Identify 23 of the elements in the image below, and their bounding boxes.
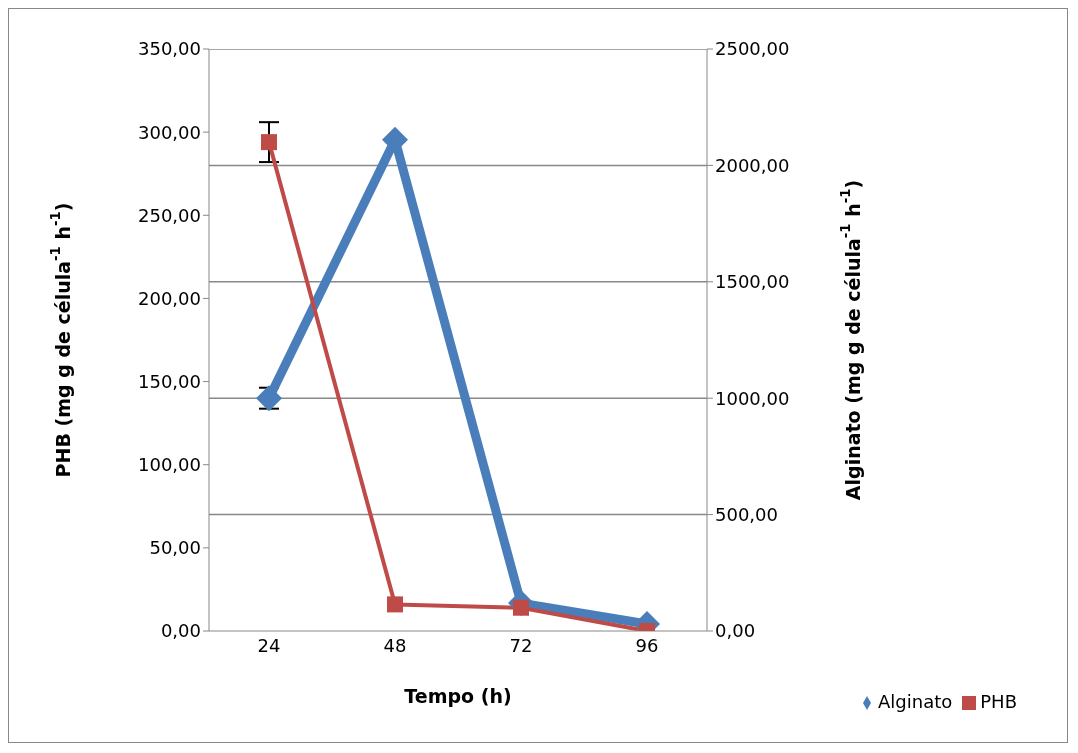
y-tick-label: 200,00: [138, 287, 201, 309]
point: [261, 134, 277, 151]
legend-label: PHB: [980, 691, 1017, 712]
y-tick-label: 150,00: [138, 370, 201, 392]
y2-tick-label: 1500,00: [715, 271, 790, 293]
x-tick-label: 96: [635, 634, 659, 656]
y2-tick-label: 0,00: [715, 620, 756, 642]
y-tick-label: 300,00: [138, 121, 201, 143]
x-tick-label: 72: [509, 634, 533, 656]
y-tick-label: 50,00: [149, 537, 201, 559]
x-tick-label: 24: [257, 634, 281, 656]
y2-tick-label: 2000,00: [715, 154, 790, 176]
point: [387, 596, 403, 613]
x-axis-title: Tempo (h): [404, 685, 512, 707]
y-tick-label: 350,00: [138, 38, 201, 60]
y2-tick-label: 1000,00: [715, 387, 790, 409]
y-tick-label: 250,00: [138, 204, 201, 226]
y-tick-label: 0,00: [160, 620, 201, 642]
y-tick-label: 100,00: [138, 454, 201, 476]
x-tick-label: 48: [383, 634, 407, 656]
y2-tick-label: 500,00: [715, 503, 778, 525]
legend-label: Alginato: [878, 691, 953, 712]
y2-tick-label: 2500,00: [715, 38, 790, 60]
